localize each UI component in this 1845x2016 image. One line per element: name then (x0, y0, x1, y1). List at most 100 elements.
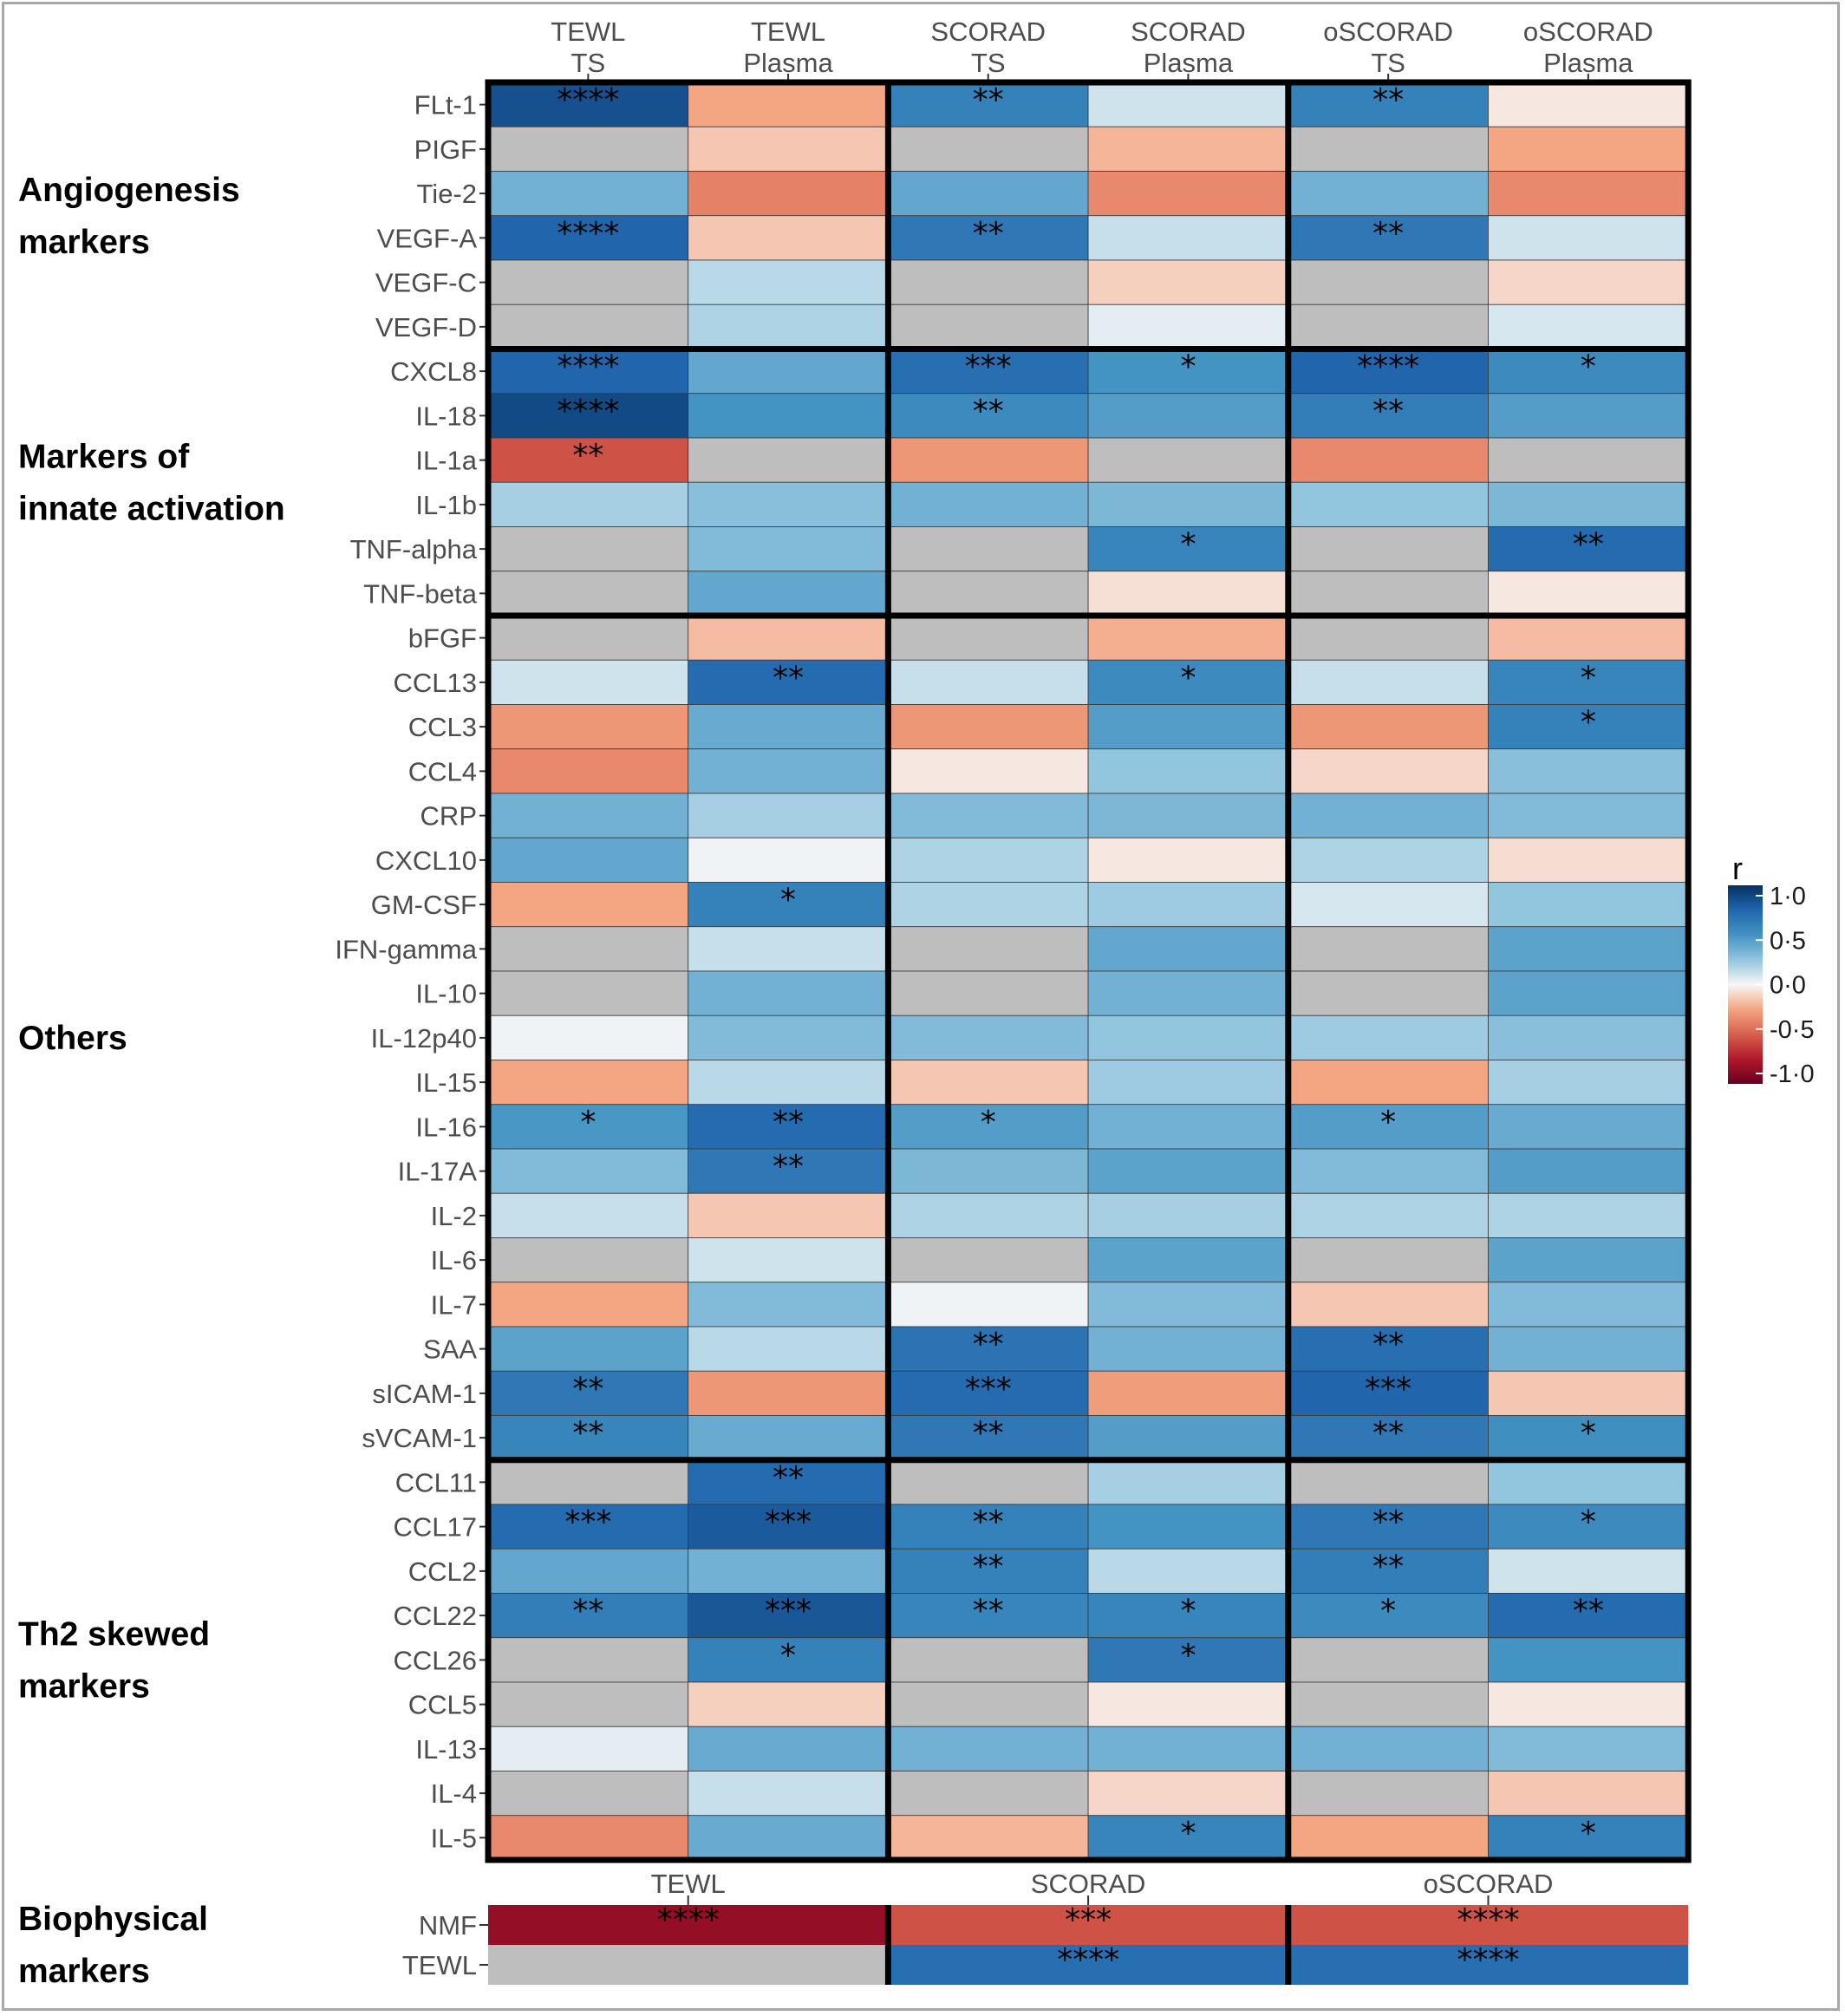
significance-marker: * (780, 1638, 796, 1673)
heatmap-cell (487, 393, 689, 439)
row-label-il-4: IL-4 (431, 1778, 477, 1809)
significance-marker: *** (1365, 1371, 1411, 1406)
heatmap-cell (1488, 1370, 1689, 1416)
heatmap-cell (1488, 481, 1689, 527)
bio-heatmap-cell (888, 1945, 1288, 1985)
significance-marker: ** (1372, 1327, 1404, 1362)
heatmap-cell (1488, 82, 1689, 127)
heatmap-cell (688, 1726, 889, 1771)
significance-marker: **** (1457, 1902, 1520, 1938)
heatmap-cell (888, 126, 1089, 172)
heatmap-cell (688, 437, 889, 483)
row-label-vegf-d: VEGF-D (375, 312, 477, 343)
heatmap-cell (487, 748, 689, 794)
bio-row-label-tewl: TEWL (402, 1950, 477, 1980)
heatmap-cell (888, 1459, 1089, 1505)
heatmap-cell (1488, 526, 1689, 572)
heatmap-cell (1087, 82, 1289, 127)
group-label-line: markers (18, 1953, 150, 1990)
colorbar-tick-label: -0·5 (1770, 1016, 1815, 1044)
significance-marker: *** (965, 349, 1012, 385)
heatmap-cell (688, 126, 889, 172)
row-label-tie-2: Tie-2 (417, 179, 477, 209)
heatmap-cell (1087, 1726, 1289, 1771)
heatmap-border (485, 79, 1692, 1863)
heatmap-cell (487, 704, 689, 750)
significance-marker: * (1581, 1816, 1596, 1851)
heatmap-cell (1087, 793, 1289, 838)
heatmap-cell (1488, 659, 1689, 705)
heatmap-cell (1087, 303, 1289, 349)
heatmap-cell (1488, 1060, 1689, 1106)
significance-marker: * (1380, 1594, 1396, 1629)
bio-column-label: TEWL (651, 1869, 726, 1899)
column-label-line2: TS (571, 48, 606, 78)
significance-marker: ** (1372, 1549, 1404, 1584)
heatmap-cell (888, 171, 1089, 217)
heatmap-cell (1087, 259, 1289, 305)
heatmap-cell (487, 615, 689, 661)
bio-heatmap-cell (1288, 1905, 1689, 1945)
heatmap-cell (1087, 1104, 1289, 1150)
heatmap-cell (1288, 615, 1489, 661)
heatmap-cell (688, 215, 889, 261)
heatmap-cell (1087, 1192, 1289, 1238)
heatmap-cell (688, 571, 889, 617)
row-label-il-10: IL-10 (415, 979, 477, 1009)
significance-marker: * (1581, 705, 1596, 741)
heatmap-cell (1488, 1015, 1689, 1060)
heatmap-cell (487, 1237, 689, 1283)
heatmap-cell (888, 615, 1089, 661)
heatmap-cell (688, 748, 889, 794)
heatmap-cell (688, 1504, 889, 1550)
column-label-line2: Plasma (1543, 48, 1633, 78)
heatmap-cell (1488, 1593, 1689, 1639)
heatmap-cell (1087, 349, 1289, 395)
heatmap-cell (487, 1593, 689, 1639)
row-label-pigf: PIGF (414, 134, 477, 165)
heatmap-cell (487, 659, 689, 705)
heatmap-cell (487, 882, 689, 928)
heatmap-cell (1488, 571, 1689, 617)
heatmap-cell (1488, 1459, 1689, 1505)
heatmap-cell (1087, 126, 1289, 172)
heatmap-cell (1288, 882, 1489, 928)
heatmap-cell (1288, 393, 1489, 439)
heatmap-cell (688, 303, 889, 349)
colorbar-tick-label: -1·0 (1770, 1060, 1815, 1088)
heatmap-cell (688, 1593, 889, 1639)
heatmap-cell (1087, 1060, 1289, 1106)
heatmap-cell (1087, 748, 1289, 794)
heatmap-cell (1087, 1771, 1289, 1817)
heatmap-cell (1488, 171, 1689, 217)
row-label-cxcl10: CXCL10 (375, 845, 477, 876)
heatmap-cell (1087, 437, 1289, 483)
significance-marker: * (1380, 1105, 1396, 1140)
bio-column-label: SCORAD (1031, 1869, 1146, 1899)
significance-marker: * (780, 883, 796, 918)
heatmap-cell (487, 1726, 689, 1771)
colorbar-tick-label: 1·0 (1770, 883, 1806, 910)
row-label-svcam-1: sVCAM-1 (362, 1423, 477, 1453)
row-label-vegf-c: VEGF-C (375, 268, 477, 298)
heatmap-cell (1288, 1326, 1489, 1372)
heatmap-cell (688, 793, 889, 838)
heatmap-cell (487, 1370, 689, 1416)
heatmap-cell (1488, 1815, 1689, 1861)
heatmap-cell (1288, 1104, 1489, 1150)
heatmap-cell (1488, 926, 1689, 972)
heatmap-cell (1488, 615, 1689, 661)
heatmap-cell (1488, 837, 1689, 883)
group-label-line: Th2 skewed (18, 1615, 210, 1653)
heatmap-cell (688, 259, 889, 305)
heatmap-cell (688, 1015, 889, 1060)
row-label-crp: CRP (421, 801, 477, 832)
row-label-il-16: IL-16 (415, 1112, 477, 1142)
heatmap-cell (1288, 526, 1489, 572)
heatmap-cell (688, 1192, 889, 1238)
bio-column-label: oSCORAD (1424, 1869, 1554, 1899)
heatmap-cell (487, 259, 689, 305)
significance-marker: *** (564, 1504, 611, 1540)
heatmap-cell (688, 659, 889, 705)
significance-marker: ** (1573, 527, 1604, 563)
